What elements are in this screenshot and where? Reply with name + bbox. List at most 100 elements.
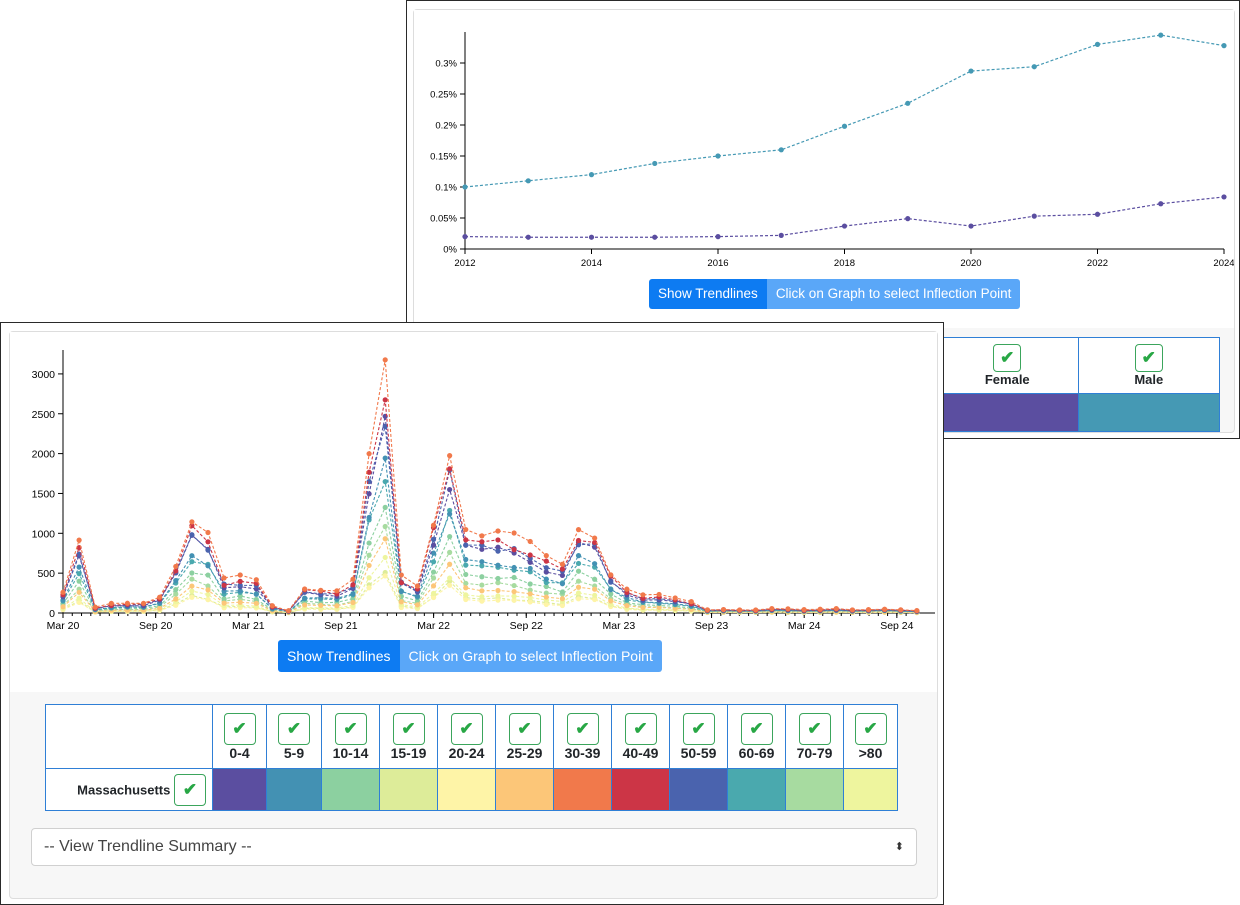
data-point xyxy=(968,68,974,74)
age-color-swatch[interactable] xyxy=(843,768,898,811)
age-checkbox[interactable]: ✔ xyxy=(278,712,310,745)
age-checkbox[interactable]: ✔ xyxy=(624,712,657,745)
age-checkbox[interactable]: ✔ xyxy=(223,712,256,745)
data-point xyxy=(865,607,872,613)
age-checkbox[interactable]: ✔ xyxy=(854,712,887,745)
age-color-swatch[interactable] xyxy=(437,768,496,811)
data-point xyxy=(76,595,82,601)
age-checkbox[interactable]: ✔ xyxy=(740,712,773,745)
data-point xyxy=(640,604,646,611)
data-point xyxy=(205,583,211,589)
data-point xyxy=(205,591,211,598)
data-point xyxy=(382,455,388,461)
data-point xyxy=(511,597,517,603)
age-color-swatch[interactable] xyxy=(785,768,844,811)
data-point xyxy=(108,600,114,606)
data-point xyxy=(350,599,356,606)
trendline-summary-select[interactable]: -- View Trendline Summary -- ⬍ xyxy=(31,828,917,866)
data-point xyxy=(205,563,211,569)
data-point xyxy=(302,602,308,608)
age-label: 30-39 xyxy=(564,744,601,761)
data-point xyxy=(1158,201,1164,207)
x-tick-label: Mar 22 xyxy=(417,620,450,632)
age-color-swatch[interactable] xyxy=(495,768,554,811)
legend-header-20-24: ✔ 20-24 xyxy=(437,704,496,769)
data-point xyxy=(559,572,566,578)
x-tick-label: 2022 xyxy=(1087,258,1108,269)
data-point xyxy=(463,526,469,533)
check-icon: ✔ xyxy=(232,718,247,738)
region-checkbox[interactable]: ✔ xyxy=(174,773,206,806)
data-point xyxy=(785,606,791,612)
age-color-swatch[interactable] xyxy=(321,768,380,811)
data-point xyxy=(173,591,179,597)
age-checkbox[interactable]: ✔ xyxy=(450,712,483,745)
female-checkbox[interactable]: ✔ xyxy=(993,344,1022,372)
y-tick-label: 1500 xyxy=(32,488,56,500)
data-point xyxy=(543,583,549,590)
annual-rate-chart[interactable]: 0% 0.05% 0.1% 0.15% 0.2% 0.25% 0.3% 2012 2014 201… xyxy=(414,10,1235,328)
data-point xyxy=(640,592,646,598)
data-point xyxy=(302,595,308,601)
age-checkbox[interactable]: ✔ xyxy=(566,712,599,745)
data-point xyxy=(479,546,485,552)
age-label: 5-9 xyxy=(283,744,305,761)
select-inflection-point-button[interactable]: Click on Graph to select Inflection Poin… xyxy=(766,279,1021,309)
data-point xyxy=(173,602,179,608)
age-color-swatch[interactable] xyxy=(266,768,322,811)
age-color-swatch[interactable] xyxy=(669,768,728,811)
data-point xyxy=(414,583,421,589)
male-color-swatch[interactable] xyxy=(1077,393,1221,432)
age-color-swatch[interactable] xyxy=(553,768,612,811)
data-point xyxy=(1031,64,1037,70)
data-point xyxy=(608,579,614,585)
data-point xyxy=(189,532,195,538)
age-color-swatch[interactable] xyxy=(611,768,670,811)
age-checkbox[interactable]: ✔ xyxy=(392,712,425,745)
age-checkbox[interactable]: ✔ xyxy=(508,712,541,745)
age-cases-chart[interactable]: 0 500 1000 1500 2000 2500 3000 Mar 20 Sep 20 Mar … xyxy=(10,332,937,692)
legend-header-70-79: ✔ 70-79 xyxy=(785,704,844,769)
check-icon: ✔ xyxy=(749,718,764,738)
age-checkbox[interactable]: ✔ xyxy=(682,712,715,745)
check-icon: ✔ xyxy=(459,718,474,738)
data-point xyxy=(430,575,437,581)
female-color-swatch[interactable] xyxy=(936,393,1079,432)
data-point xyxy=(76,564,82,570)
data-point xyxy=(463,580,469,586)
data-point xyxy=(189,570,195,576)
data-point xyxy=(608,591,614,597)
age-cases-plot-area: 0 500 1000 1500 2000 2500 3000 Mar 20 Sep 20 Mar … xyxy=(10,332,937,692)
data-point xyxy=(543,558,549,564)
data-point xyxy=(205,587,211,593)
data-point xyxy=(527,552,533,558)
data-point xyxy=(382,536,388,542)
data-point xyxy=(495,537,501,543)
age-color-swatch[interactable] xyxy=(212,768,267,811)
data-point xyxy=(559,561,566,567)
age-color-swatch[interactable] xyxy=(727,768,786,811)
age-checkbox[interactable]: ✔ xyxy=(798,712,831,745)
data-point xyxy=(624,586,630,592)
data-point xyxy=(1031,213,1037,219)
data-point xyxy=(527,591,533,597)
data-point xyxy=(575,568,582,574)
x-tick-label: 2018 xyxy=(834,258,855,269)
data-point xyxy=(463,592,469,598)
age-checkbox[interactable]: ✔ xyxy=(334,712,367,745)
legend-header-30-39: ✔ 30-39 xyxy=(553,704,612,769)
data-point xyxy=(237,582,243,588)
data-point xyxy=(350,582,356,588)
age-color-swatch[interactable] xyxy=(379,768,438,811)
show-trendlines-button[interactable]: Show Trendlines xyxy=(278,640,400,672)
data-point xyxy=(447,486,453,493)
data-point xyxy=(76,589,82,595)
trendline-summary-selected: -- View Trendline Summary -- xyxy=(44,838,252,855)
x-tick-label: Sep 21 xyxy=(324,620,357,632)
data-point xyxy=(495,597,501,603)
show-trendlines-button[interactable]: Show Trendlines xyxy=(649,279,767,309)
data-point xyxy=(495,593,501,599)
male-checkbox[interactable]: ✔ xyxy=(1134,344,1163,372)
data-point xyxy=(833,605,839,612)
select-inflection-point-button[interactable]: Click on Graph to select Inflection Poin… xyxy=(399,640,662,672)
